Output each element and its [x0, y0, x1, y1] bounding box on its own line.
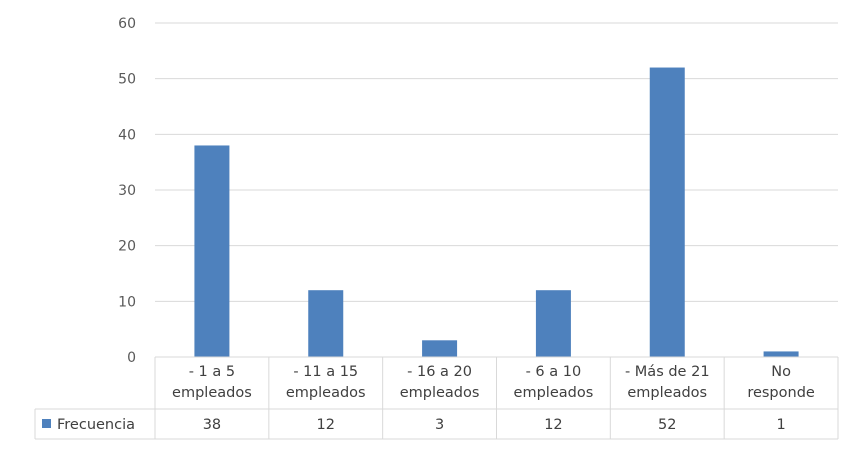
bar: [422, 340, 458, 357]
category-label: - 1 a 5: [189, 364, 235, 380]
category-label: empleados: [514, 385, 594, 401]
category-label: empleados: [286, 385, 366, 401]
gridlines: [155, 22, 838, 302]
category-label: - Más de 21: [625, 364, 710, 380]
data-table: - 1 a 5 empleados - 11 a 15 empleados - 16 a…: [34, 356, 839, 440]
bar: [308, 290, 344, 357]
data-label: 12: [544, 417, 562, 433]
bar: [194, 145, 230, 357]
data-label: 12: [317, 417, 335, 433]
category-label: responde: [747, 385, 815, 401]
category-label: - 6 a 10: [526, 364, 582, 380]
legend-swatch: [42, 419, 51, 428]
bars: [194, 67, 799, 358]
data-label: 3: [435, 417, 444, 433]
category-label: - 11 a 15: [293, 364, 358, 380]
y-tick-label: 30: [118, 183, 136, 199]
category-label: empleados: [172, 385, 252, 401]
bar: [763, 351, 799, 357]
category-label: empleados: [627, 385, 707, 401]
category-label: empleados: [400, 385, 480, 401]
y-tick-label: 20: [118, 239, 136, 255]
bar: [535, 290, 571, 357]
category-label: No: [771, 364, 791, 380]
y-tick-label: 50: [118, 72, 136, 88]
data-label: 1: [776, 417, 785, 433]
bar: [649, 67, 685, 358]
data-label: 38: [203, 417, 221, 433]
data-label: 52: [658, 417, 676, 433]
category-label: - 16 a 20: [407, 364, 472, 380]
y-tick-label: 10: [118, 294, 136, 310]
y-tick-label: 60: [118, 16, 136, 32]
legend-series-name: Frecuencia: [57, 417, 135, 433]
y-axis-tick-labels: 0 10 20 30 40 50 60: [118, 16, 136, 366]
y-tick-label: 0: [127, 350, 136, 366]
y-tick-label: 40: [118, 127, 136, 143]
